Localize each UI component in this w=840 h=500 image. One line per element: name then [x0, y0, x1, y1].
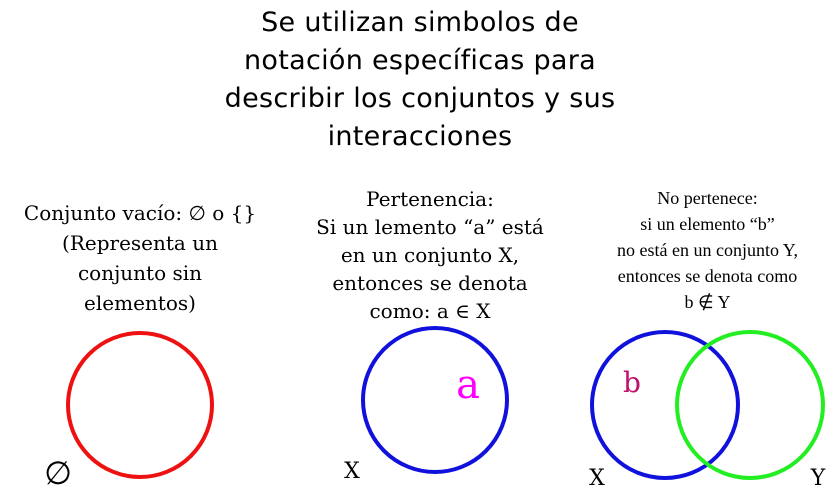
- non-membership-caption: No pertenece: si un elemento “b” no está…: [575, 185, 840, 315]
- caption-line: como: a ∈ X: [369, 299, 491, 323]
- set-x-label: X: [344, 459, 360, 484]
- page-title: Se utilizan simbolos de notación específ…: [170, 4, 670, 156]
- caption-line: elementos): [84, 291, 196, 315]
- caption-line: conjunto sin: [77, 261, 203, 285]
- caption-line: Pertenencia:: [366, 187, 494, 211]
- caption-line: (Representa un: [62, 231, 218, 255]
- empty-set-caption: Conjunto vacío: ∅ o {} (Representa un co…: [5, 198, 275, 318]
- caption-line: en un conjunto X,: [340, 243, 520, 267]
- set-y-label: Y: [810, 466, 826, 491]
- element-b-label: b: [623, 366, 641, 399]
- set-x-circle: [361, 326, 509, 474]
- empty-set-circle: [66, 331, 214, 479]
- title-line: interacciones: [327, 121, 513, 152]
- set-x-circle: [590, 330, 740, 480]
- title-line: notación específicas para: [244, 45, 596, 76]
- caption-line: si un elemento “b”: [640, 214, 775, 234]
- caption-line: entonces se denota: [332, 271, 528, 295]
- caption-line: No pertenece:: [657, 188, 758, 208]
- element-a-label: a: [456, 362, 480, 408]
- set-y-circle: [675, 330, 825, 480]
- empty-set-symbol: ∅: [44, 454, 72, 492]
- caption-line: Si un lemento “a” está: [316, 215, 544, 239]
- membership-caption: Pertenencia: Si un lemento “a” está en u…: [285, 185, 575, 325]
- caption-line: entonces se denota como: [617, 266, 798, 286]
- caption-line: Conjunto vacío: ∅ o {}: [23, 201, 257, 225]
- caption-line: b ∉ Y: [684, 292, 731, 312]
- caption-line: no está en un conjunto Y,: [617, 240, 798, 260]
- title-line: describir los conjuntos y sus: [224, 83, 616, 114]
- title-line: Se utilizan simbolos de: [261, 7, 579, 38]
- set-x-label: X: [589, 466, 605, 491]
